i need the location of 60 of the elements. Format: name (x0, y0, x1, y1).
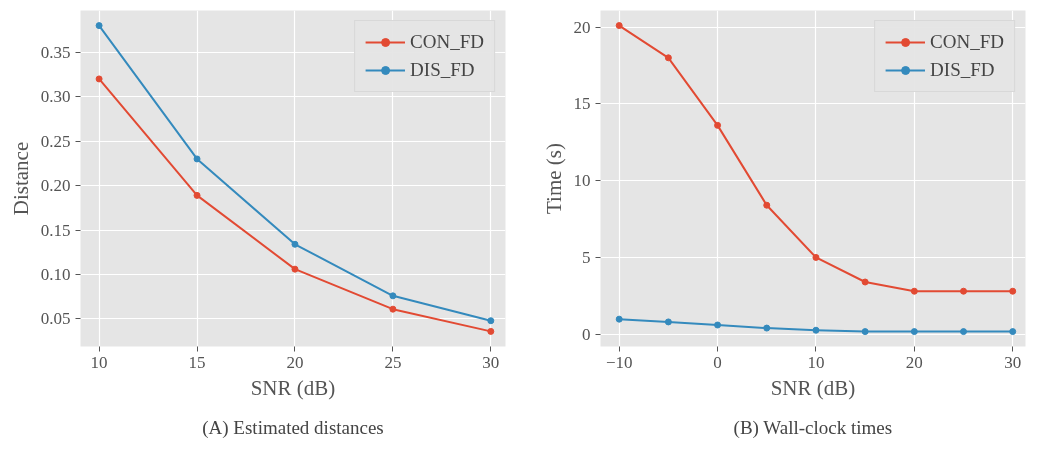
point (861, 278, 869, 286)
point (95, 75, 103, 83)
point (664, 318, 672, 326)
point (389, 305, 397, 313)
y-tick-label: 0.25 (40, 131, 71, 151)
point (487, 327, 495, 335)
point (714, 321, 722, 329)
point (193, 155, 201, 163)
text: (B) Wall-clock times (733, 417, 893, 439)
point (389, 292, 397, 300)
x-tick-label: 30 (1004, 352, 1022, 372)
point (615, 315, 623, 323)
y-tick-label: 20 (573, 17, 591, 37)
y-axis-title: Time (s) (541, 142, 566, 214)
y-tick-label: 0.15 (40, 220, 71, 240)
y-tick-label: 0.35 (40, 42, 71, 62)
point (960, 287, 968, 295)
legend-label: CON_FD (930, 31, 1004, 53)
point (1009, 287, 1017, 295)
x-axis-title: SNR (dB) (250, 375, 336, 400)
x-tick-label: 25 (384, 352, 402, 372)
y-tick-label: 0.30 (40, 87, 71, 107)
x-tick-label: 10 (90, 352, 108, 372)
point (714, 121, 722, 129)
y-tick-label: 5 (582, 247, 591, 267)
point (487, 317, 495, 325)
legend-label: DIS_FD (410, 59, 475, 81)
point (291, 240, 299, 248)
y-tick-label: 0.05 (40, 309, 71, 329)
y-tick-label: 0.20 (40, 176, 71, 196)
point (960, 328, 968, 336)
y-tick-label: 15 (573, 94, 591, 114)
point (812, 253, 820, 261)
point (812, 326, 820, 334)
x-tick-label: 30 (482, 352, 500, 372)
point (193, 191, 201, 199)
y-tick-label: 0 (582, 324, 591, 344)
x-tick-label: 20 (905, 352, 923, 372)
point (861, 328, 869, 336)
y-axis-title: Distance (8, 141, 33, 216)
y-tick-label: 10 (573, 171, 591, 191)
point (910, 328, 918, 336)
point (1009, 328, 1017, 336)
x-tick-label: −10 (605, 352, 633, 372)
x-tick-label: 15 (188, 352, 206, 372)
x-tick-label: 20 (286, 352, 304, 372)
point (95, 22, 103, 30)
y-tick-label: 0.10 (40, 265, 71, 284)
point (291, 265, 299, 273)
point (763, 324, 771, 332)
point (910, 287, 918, 295)
legend-label: CON_FD (410, 31, 484, 53)
x-tick-label: 10 (807, 352, 825, 372)
text: (A) Estimated distances (202, 417, 384, 439)
point (763, 201, 771, 209)
legend-label: DIS_FD (930, 59, 995, 81)
x-axis-title: SNR (dB) (770, 375, 856, 400)
point (615, 22, 623, 30)
x-tick-label: 0 (713, 352, 722, 372)
point (664, 54, 672, 62)
